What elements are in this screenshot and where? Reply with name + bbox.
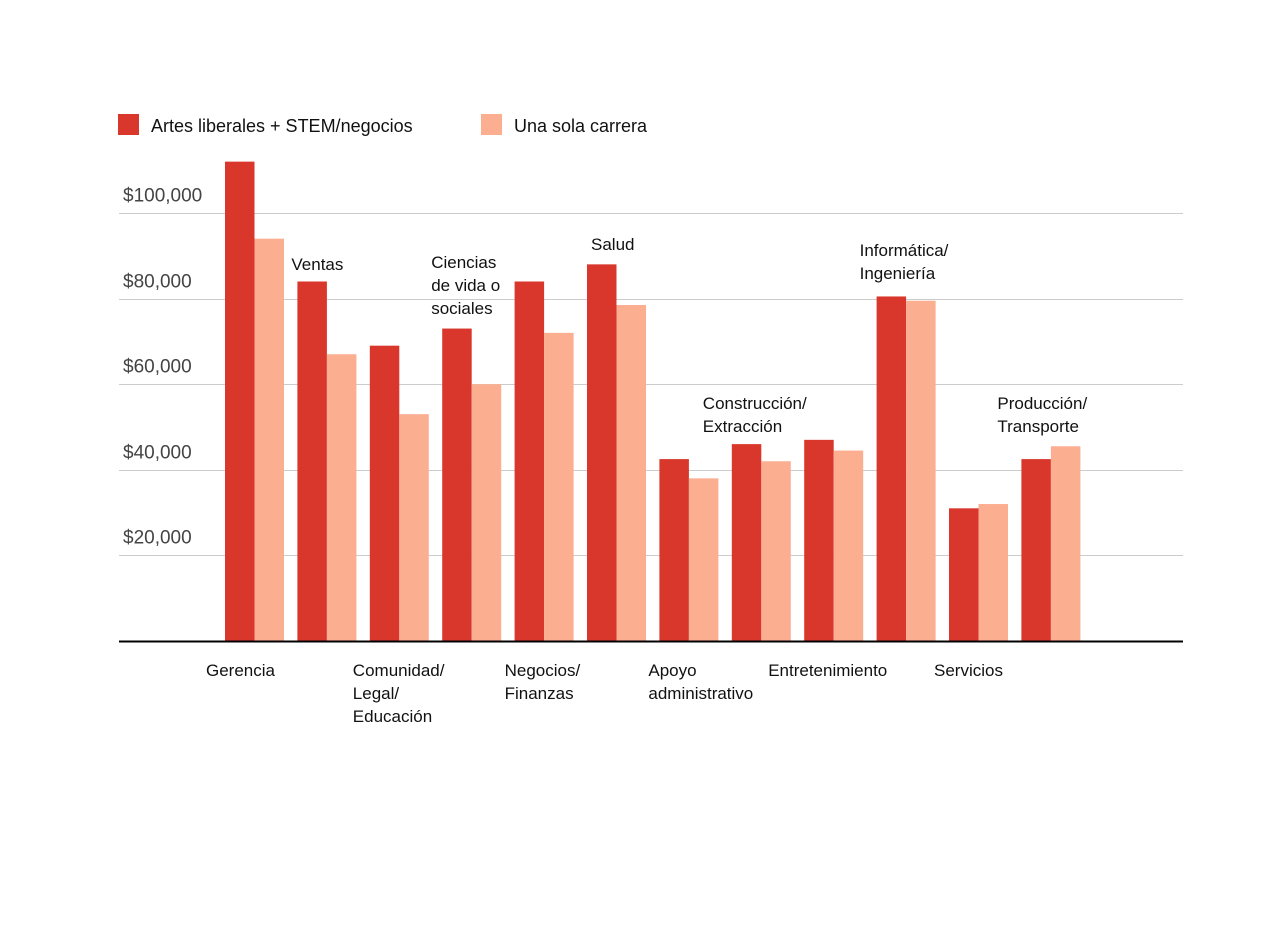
bar-single-1 xyxy=(326,354,357,641)
category-label-line: Negocios/ xyxy=(505,661,581,680)
bar-single-8 xyxy=(833,450,864,641)
category-label-line: Salud xyxy=(591,235,634,254)
category-label-line: Educación xyxy=(353,707,432,726)
legend-label: Artes liberales + STEM/negocios xyxy=(151,116,413,136)
category-label-line: sociales xyxy=(431,299,492,318)
category-label: Comunidad/Legal/Educación xyxy=(353,661,445,726)
category-label-line: Ventas xyxy=(291,255,343,274)
category-label-line: Extracción xyxy=(703,417,782,436)
y-axis-ticks: $20,000 $40,000 $60,000 $80,000 $100,000 xyxy=(123,186,202,549)
bar-combined-8 xyxy=(804,439,834,641)
category-label-line: Ciencias xyxy=(431,253,496,272)
bar-combined-5 xyxy=(587,264,617,641)
y-tick-label: $80,000 xyxy=(123,272,192,293)
category-label: Ciencias de vida o sociales xyxy=(431,253,500,318)
bar-combined-4 xyxy=(514,281,545,641)
category-label: Informática/Ingeniería xyxy=(860,241,949,283)
bar-single-11 xyxy=(1050,446,1081,641)
category-label-line: Entretenimiento xyxy=(768,661,887,680)
category-label-line: Comunidad/ xyxy=(353,661,445,680)
bar-combined-6 xyxy=(659,459,689,641)
bar-single-7 xyxy=(761,461,791,641)
bar-single-10 xyxy=(978,504,1008,641)
category-label-line: administrativo xyxy=(648,684,753,703)
category-label-line: Construcción/ xyxy=(703,394,807,413)
category-label: Ventas xyxy=(291,255,343,274)
bar-single-3 xyxy=(471,384,502,641)
y-tick-label: $40,000 xyxy=(123,443,192,464)
bar-combined-2 xyxy=(369,345,400,641)
bar-single-6 xyxy=(688,478,719,641)
category-labels: GerenciaVentasComunidad/Legal/EducaciónC… xyxy=(206,235,1087,726)
category-label-line: Finanzas xyxy=(505,684,574,703)
bar-combined-7 xyxy=(731,444,762,641)
category-label-line: Legal/ xyxy=(353,684,400,703)
category-label-line: Transporte xyxy=(997,417,1079,436)
bar-combined-0 xyxy=(225,161,255,641)
y-tick-label: $100,000 xyxy=(123,186,202,207)
category-label: Producción/Transporte xyxy=(997,394,1087,436)
bar-single-9 xyxy=(906,300,936,641)
category-label-line: Apoyo xyxy=(648,661,696,680)
category-label: Negocios/Finanzas xyxy=(505,661,581,703)
bar-combined-11 xyxy=(1021,459,1051,641)
y-tick-label: $60,000 xyxy=(123,357,192,378)
category-label-line: Gerencia xyxy=(206,661,276,680)
category-label-line: Informática/ xyxy=(860,241,949,260)
category-label: Salud xyxy=(591,235,634,254)
legend: Artes liberales + STEM/negocios Una sola … xyxy=(118,114,648,136)
category-label: Apoyo administrativo xyxy=(648,661,753,703)
category-label: Entretenimiento xyxy=(768,661,887,680)
category-label-line: Producción/ xyxy=(997,394,1087,413)
bar-single-2 xyxy=(399,414,429,641)
y-tick-label: $20,000 xyxy=(123,528,192,549)
bar-single-4 xyxy=(544,332,574,641)
category-label: Servicios xyxy=(934,661,1003,680)
bars xyxy=(225,161,1081,641)
bar-single-0 xyxy=(254,238,284,641)
bar-combined-9 xyxy=(876,296,907,641)
category-label: Construcción/Extracción xyxy=(703,394,807,436)
bar-combined-3 xyxy=(442,328,472,641)
legend-label: Una sola carrera xyxy=(514,116,648,136)
category-label-line: de vida o xyxy=(431,276,500,295)
legend-swatch xyxy=(118,114,139,135)
category-label: Gerencia xyxy=(206,661,276,680)
legend-swatch xyxy=(481,114,502,135)
category-label-line: Ingeniería xyxy=(860,264,936,283)
category-label-line: Servicios xyxy=(934,661,1003,680)
bar-combined-10 xyxy=(949,508,979,641)
bar-combined-1 xyxy=(297,281,327,641)
bar-single-5 xyxy=(616,305,646,641)
